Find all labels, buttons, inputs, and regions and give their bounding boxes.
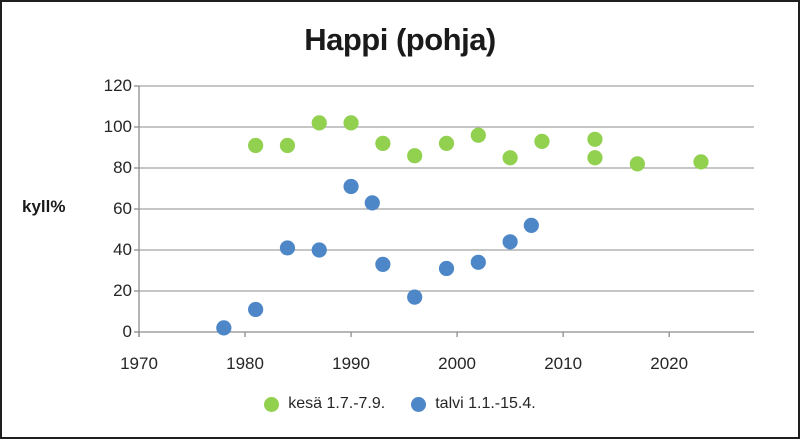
x-tick-label: 1980 [226, 354, 264, 373]
data-point-series-1 [311, 242, 327, 258]
data-point-series-1 [216, 320, 232, 336]
data-point-series-0 [587, 131, 603, 147]
data-point-series-1 [343, 178, 359, 195]
chart-title: Happi (pohja) [304, 22, 496, 57]
data-point-series-1 [364, 195, 380, 211]
data-point-series-1 [375, 256, 391, 272]
x-tick-label: 2020 [650, 354, 689, 373]
data-point-series-1 [470, 254, 486, 270]
y-tick-label: 60 [113, 199, 132, 218]
data-point-series-1 [523, 217, 539, 233]
data-point-series-0 [629, 156, 645, 172]
x-tick-label: 1990 [332, 354, 370, 373]
data-point-series-0 [311, 115, 327, 131]
data-point-series-0 [343, 115, 359, 131]
data-point-series-1 [502, 234, 518, 250]
legend-label: talvi 1.1.-15.4. [435, 395, 536, 412]
data-point-series-1 [438, 260, 455, 277]
y-tick-label: 80 [113, 158, 132, 177]
x-tick-label: 2000 [438, 354, 476, 373]
legend-item-series-0: kesä 1.7.-7.9. [264, 395, 385, 413]
data-point-series-0 [279, 137, 296, 154]
data-point-series-1 [279, 240, 296, 256]
data-point-series-0 [587, 150, 603, 166]
chart-legend: kesä 1.7.-7.9. talvi 1.1.-15.4. [0, 395, 800, 413]
data-point-series-0 [502, 150, 518, 166]
data-point-series-0 [248, 137, 264, 154]
legend-marker-icon [264, 396, 280, 412]
y-tick-label: 100 [103, 117, 132, 136]
data-point-series-0 [375, 135, 391, 151]
x-tick-label: 2010 [544, 354, 583, 373]
legend-item-series-1: talvi 1.1.-15.4. [411, 395, 536, 413]
x-tick-label: 1970 [120, 354, 158, 373]
y-tick-label: 40 [113, 240, 132, 259]
y-tick-label: 20 [113, 281, 132, 300]
legend-marker-icon [411, 396, 427, 412]
legend-label: kesä 1.7.-7.9. [288, 395, 386, 412]
data-point-series-0 [534, 133, 550, 149]
data-point-series-1 [407, 289, 423, 305]
y-tick-label: 120 [103, 76, 132, 95]
data-point-series-0 [407, 148, 423, 164]
data-point-series-0 [438, 135, 455, 151]
data-point-series-0 [470, 127, 486, 143]
y-tick-label: 0 [122, 322, 132, 341]
y-axis-label: kyll% [22, 197, 66, 216]
data-point-series-0 [693, 154, 709, 170]
data-point-series-1 [248, 301, 264, 318]
